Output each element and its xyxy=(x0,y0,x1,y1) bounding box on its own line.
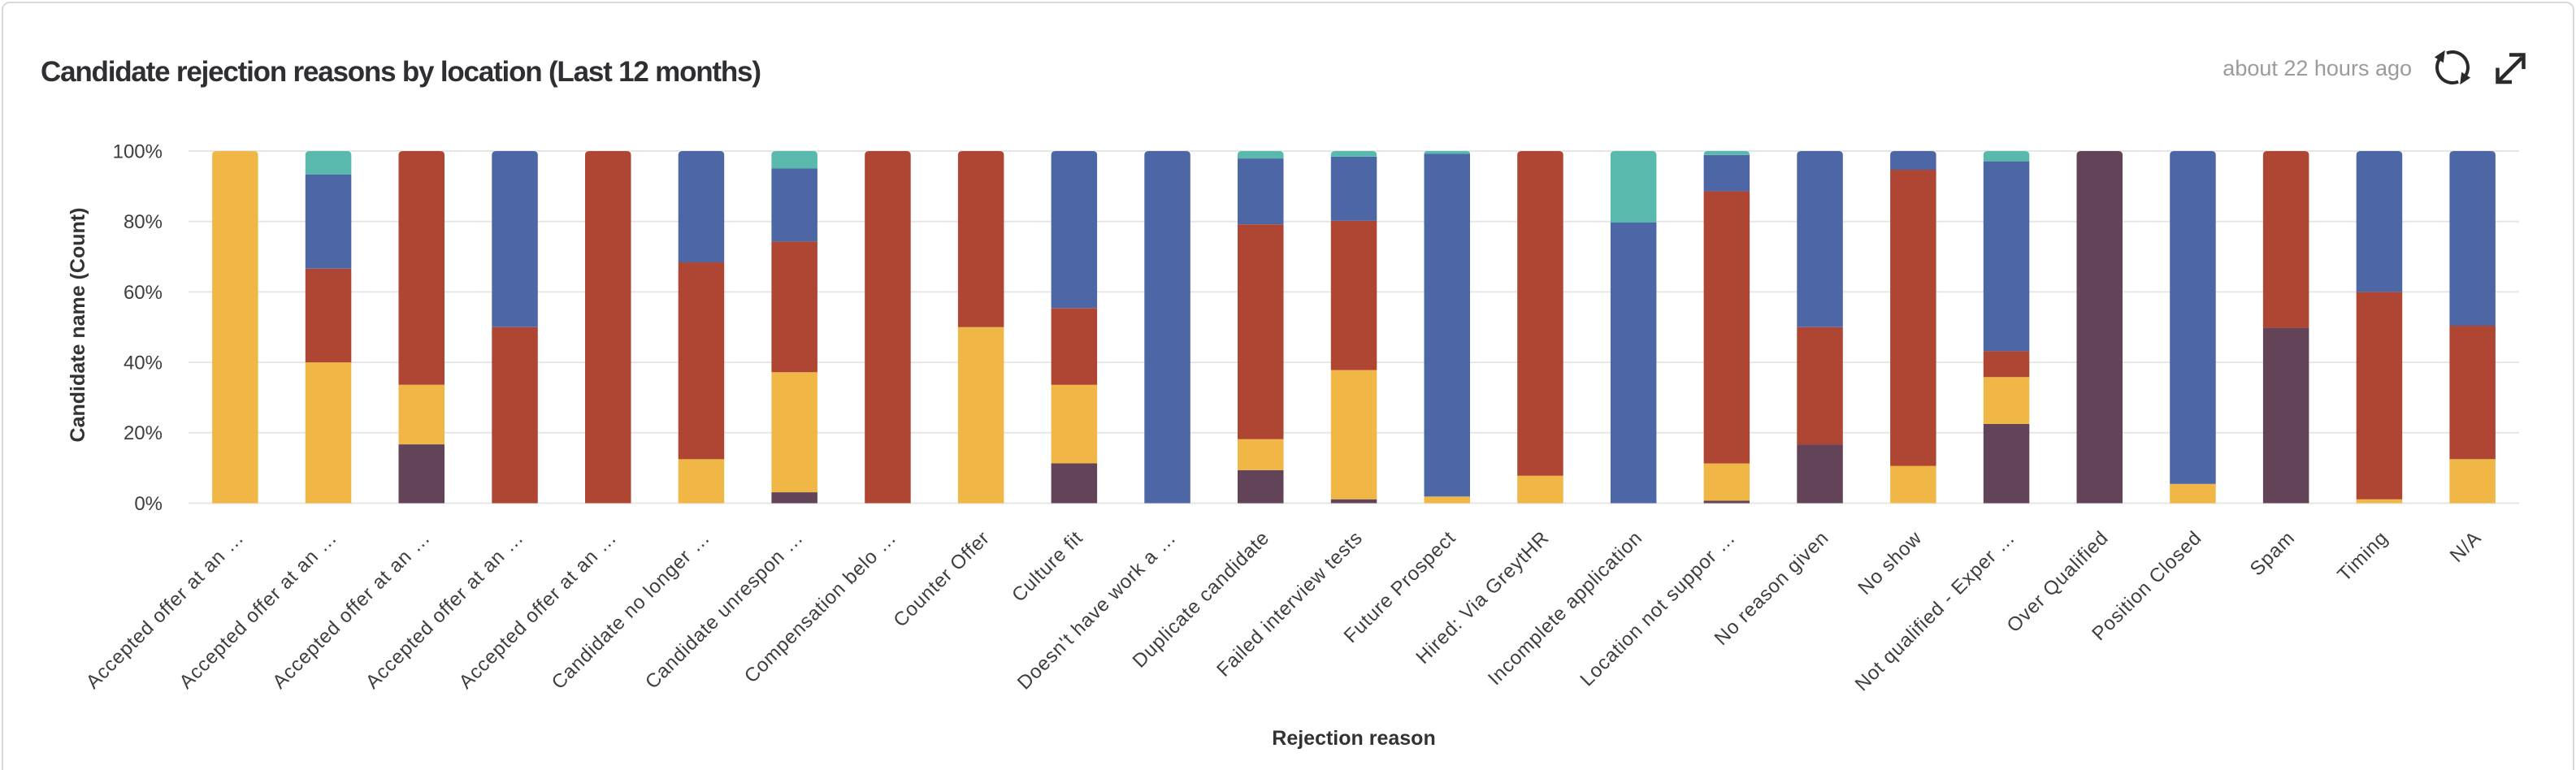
svg-text:100%: 100% xyxy=(113,141,163,162)
svg-text:about 22 hours ago: about 22 hours ago xyxy=(2223,56,2412,80)
svg-text:20%: 20% xyxy=(124,422,163,444)
svg-text:40%: 40% xyxy=(124,353,163,374)
svg-text:80%: 80% xyxy=(124,211,163,233)
svg-text:Candidate name (Count): Candidate name (Count) xyxy=(67,208,89,443)
svg-text:60%: 60% xyxy=(124,282,163,304)
svg-text:0%: 0% xyxy=(134,493,163,515)
svg-text:Candidate rejection reasons by: Candidate rejection reasons by location … xyxy=(41,56,761,88)
svg-text:Rejection reason: Rejection reason xyxy=(1272,727,1435,750)
